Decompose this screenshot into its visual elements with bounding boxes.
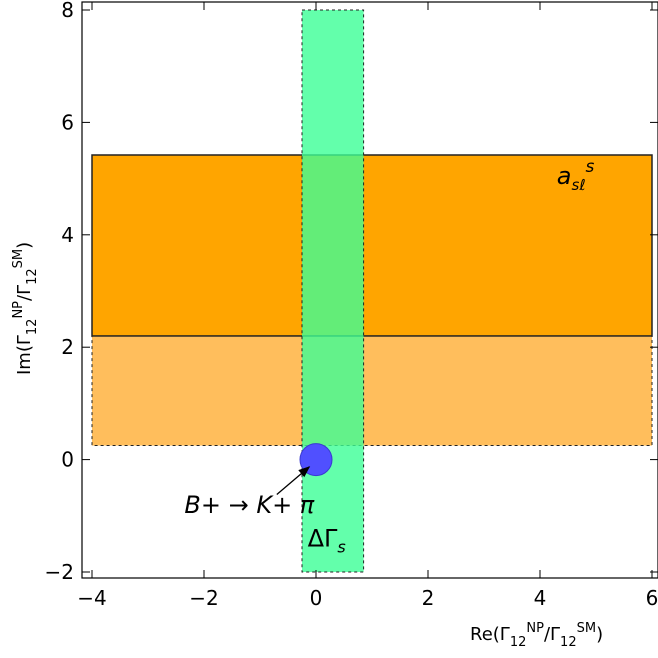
region-1 [91, 154, 653, 337]
y-tick-label-1: 0 [61, 448, 74, 472]
annotation-bkpi: B+ → K+ π [184, 491, 314, 519]
x-axis-label: Re(Γ12NP/Γ12SM) [470, 621, 603, 650]
y-tick-label-2: 2 [61, 335, 74, 359]
x-tick-label-5: 6 [646, 586, 658, 610]
x-tick-label-1: −2 [189, 586, 218, 610]
annotation-asl: asℓs [557, 157, 595, 194]
annotation-arrow [276, 466, 311, 495]
annotation-delta-gamma: ΔΓs [308, 525, 346, 557]
plot-frame [81, 1, 658, 579]
x-tick-label-4: 4 [534, 586, 547, 610]
x-tick-label-2: 0 [310, 586, 323, 610]
x-tick-label-0: −4 [77, 586, 106, 610]
y-tick-label-5: 8 [61, 0, 74, 22]
x-tick-label-3: 2 [422, 586, 435, 610]
region-2 [301, 9, 365, 573]
region-0 [91, 335, 653, 447]
y-tick-label-4: 6 [61, 110, 74, 134]
y-tick-label-3: 4 [61, 223, 74, 247]
y-tick-label-0: −2 [45, 560, 74, 584]
y-axis-label: Im(Γ12NP/Γ12SM) [11, 242, 40, 375]
